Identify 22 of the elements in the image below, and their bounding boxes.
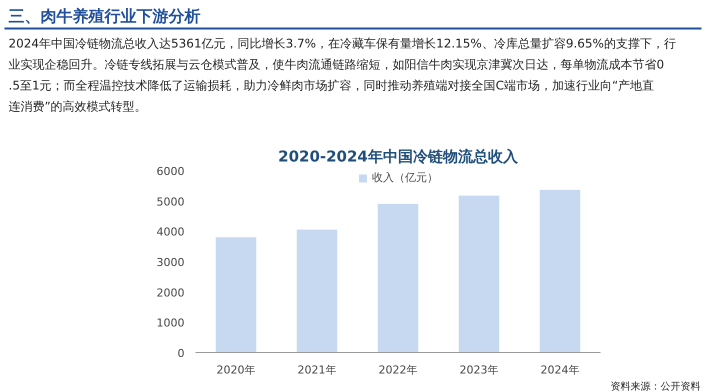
- legend-label: 收入（亿元）: [372, 170, 438, 185]
- y-tick-label: 1000: [156, 316, 185, 330]
- x-tick-label: 2020年: [216, 364, 256, 376]
- text: 资料来源：公开资料: [610, 380, 700, 392]
- bar: [378, 204, 418, 352]
- bar: [458, 196, 500, 352]
- x-tick-label: 2023年: [460, 364, 499, 376]
- y-tick-label: 3000: [156, 256, 185, 269]
- y-tick-label: 0: [178, 347, 184, 360]
- text: 2024年中国冷链物流总收入达5361亿元，同比增长3.7%，在冷藏车保有量增长12.15%、冷库总量扩容9.65%的支撑下，行业实现企稳回升。冷链专线拓展与云仓模式普及，使牛肉流通链路缩短，如阳信牛肉实现京津冀次日达，每单物流成本节省0.5至1元；而全程温控技术降低了运输损耗，助力冷鲜肉市场扩容，同时推动养殖端对接全国C端市场，加速行业向“产地直连消费”的高效模式转型。: [8, 36, 676, 114]
- bar: [296, 230, 338, 352]
- y-tick-label: 6000: [156, 165, 185, 178]
- text: 三、肉牛养殖行业下游分析: [8, 6, 200, 26]
- x-tick-label: 2021年: [298, 364, 337, 376]
- y-tick-label: 4000: [156, 226, 185, 239]
- bar: [216, 237, 256, 352]
- chart-title: 2020-2024年中国冷链物流总收入: [278, 148, 519, 166]
- bar: [540, 190, 580, 352]
- x-tick-label: 2024年: [540, 364, 580, 376]
- y-tick-label: 5000: [156, 195, 185, 208]
- y-tick-label: 2000: [156, 286, 185, 300]
- x-tick-label: 2022年: [378, 364, 418, 376]
